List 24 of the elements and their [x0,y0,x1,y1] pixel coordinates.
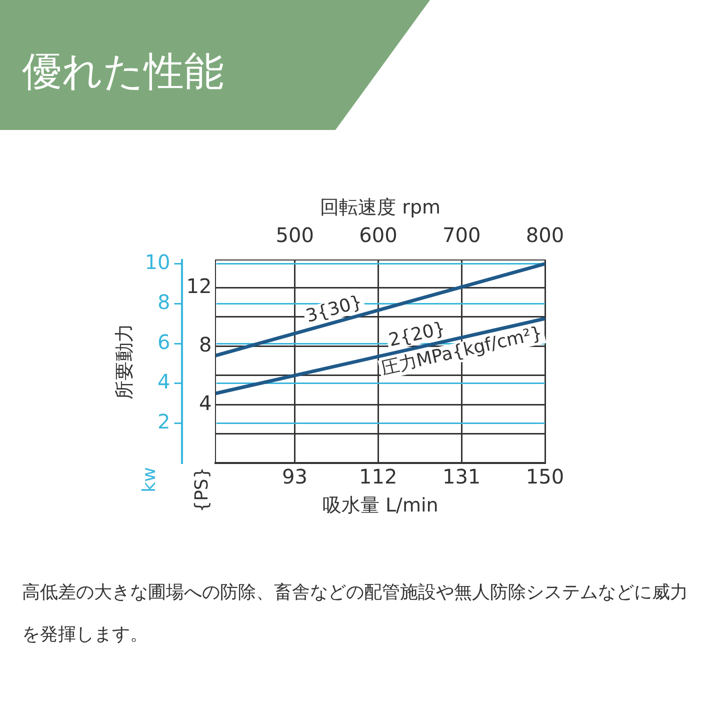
x2-axis-title: 回転速度 rpm [320,196,441,218]
y-tick-label: 10 [144,250,170,274]
x2-tick-label: 800 [526,223,564,248]
chart-title: 優れた性能 [22,48,224,97]
x-tick-label: 112 [359,464,398,488]
y-tick-label: 2 [158,410,170,434]
x-tick-label: 131 [442,464,481,488]
y2-tick-label: 8 [198,332,212,356]
x-tick-label: 150 [526,464,564,488]
text: kw [138,467,160,492]
x2-tick-label: 700 [442,223,481,248]
text: {PS} [192,467,213,512]
x2-tick-label: 600 [359,223,398,248]
x-tick-label: 93 [282,464,308,488]
x-axis-title: 吸水量 L/min [322,494,438,517]
y2-tick-label: 12 [186,274,212,298]
y2-tick-label: 4 [198,390,212,415]
y-tick-label: 8 [158,290,170,314]
y-tick-label: 4 [158,370,170,394]
text: 3{30} [304,291,364,328]
y-tick-label: 6 [158,330,170,354]
text: 高低差の大きな圃場への防除、畜舎などの配管施設や無人防除システムなどに威力を発揮します。 [22,581,689,647]
y-axis-title: 所要動力 [113,324,136,400]
x2-tick-label: 500 [276,223,314,248]
